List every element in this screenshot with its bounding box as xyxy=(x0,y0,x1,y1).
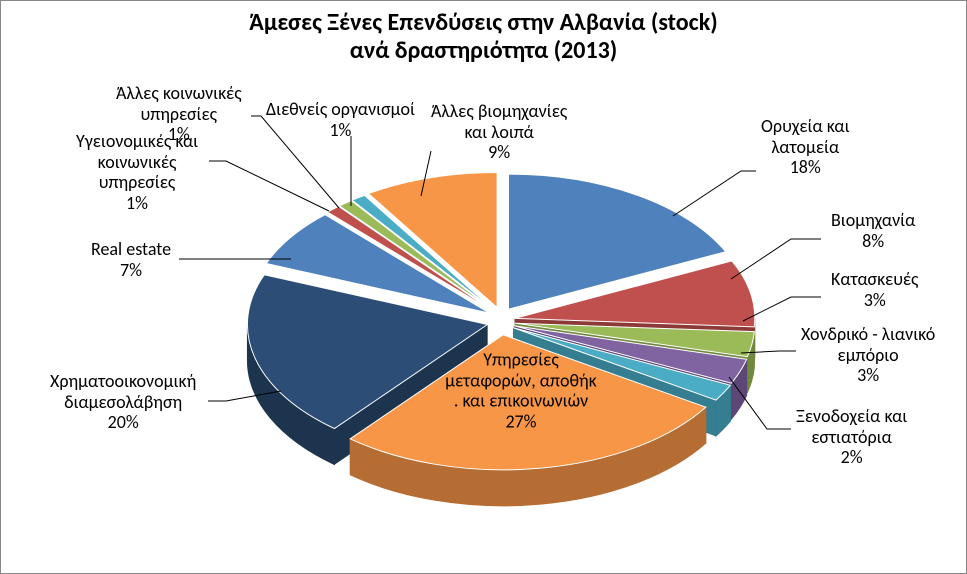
label-mining: Ορυχεία καιλατομεία18% xyxy=(761,116,850,178)
label-other_social: Άλλες κοινωνικέςυπηρεσίες1% xyxy=(116,83,242,145)
label-other_ind: Άλλες βιομηχανίεςκαι λοιπά9% xyxy=(431,101,567,163)
label-finance: Χρηματοοικονομικήδιαμεσολάβηση20% xyxy=(50,371,196,433)
label-intl_orgs: Διεθνείς οργανισμοί1% xyxy=(266,99,415,140)
label-construction: Κατασκευές3% xyxy=(831,269,918,310)
label-hotels: Ξενοδοχεία καιεστιατόρια2% xyxy=(796,406,907,468)
label-industry: Βιομηχανία8% xyxy=(831,210,915,251)
label-transport: Υπηρεσίεςμεταφορών, αποθήκ. και επικοινω… xyxy=(445,350,597,433)
label-real_estate: Real estate7% xyxy=(91,239,171,280)
label-retail: Χονδρικό - λιανικόεμπόριο3% xyxy=(801,324,935,386)
pie-chart-container: Άμεσες Ξένες Επενδύσεις στην Αλβανία (st… xyxy=(0,0,967,574)
